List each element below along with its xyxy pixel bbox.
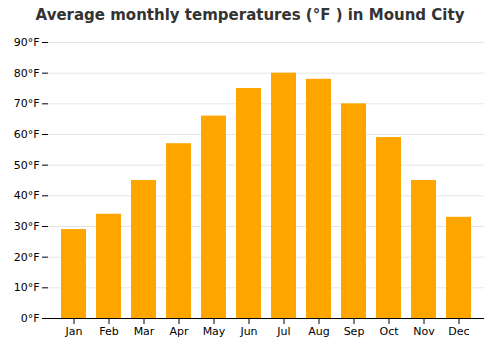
svg-text:20°F: 20°F — [14, 251, 40, 264]
svg-text:Nov: Nov — [413, 325, 435, 338]
svg-text:Oct: Oct — [379, 325, 399, 338]
svg-text:Jan: Jan — [65, 325, 83, 338]
svg-text:Feb: Feb — [99, 325, 118, 338]
svg-text:Jun: Jun — [239, 325, 257, 338]
svg-text:90°F: 90°F — [14, 36, 40, 49]
svg-text:0°F: 0°F — [21, 312, 40, 325]
svg-text:Jul: Jul — [276, 325, 290, 338]
svg-text:Apr: Apr — [169, 325, 189, 338]
svg-text:Aug: Aug — [308, 325, 329, 338]
svg-text:Dec: Dec — [448, 325, 469, 338]
svg-text:80°F: 80°F — [14, 67, 40, 80]
svg-text:70°F: 70°F — [14, 97, 40, 110]
svg-text:Mar: Mar — [134, 325, 155, 338]
svg-text:60°F: 60°F — [14, 128, 40, 141]
html-text:Average monthly temperatures (: Average monthly temperatures (°F ) in Mo… — [35, 6, 465, 24]
svg-text:10°F: 10°F — [14, 281, 40, 294]
svg-text:May: May — [203, 325, 226, 338]
svg-text:40°F: 40°F — [14, 189, 40, 202]
svg-text:50°F: 50°F — [14, 159, 40, 172]
svg-text:Sep: Sep — [344, 325, 365, 338]
svg-text:30°F: 30°F — [14, 220, 40, 233]
